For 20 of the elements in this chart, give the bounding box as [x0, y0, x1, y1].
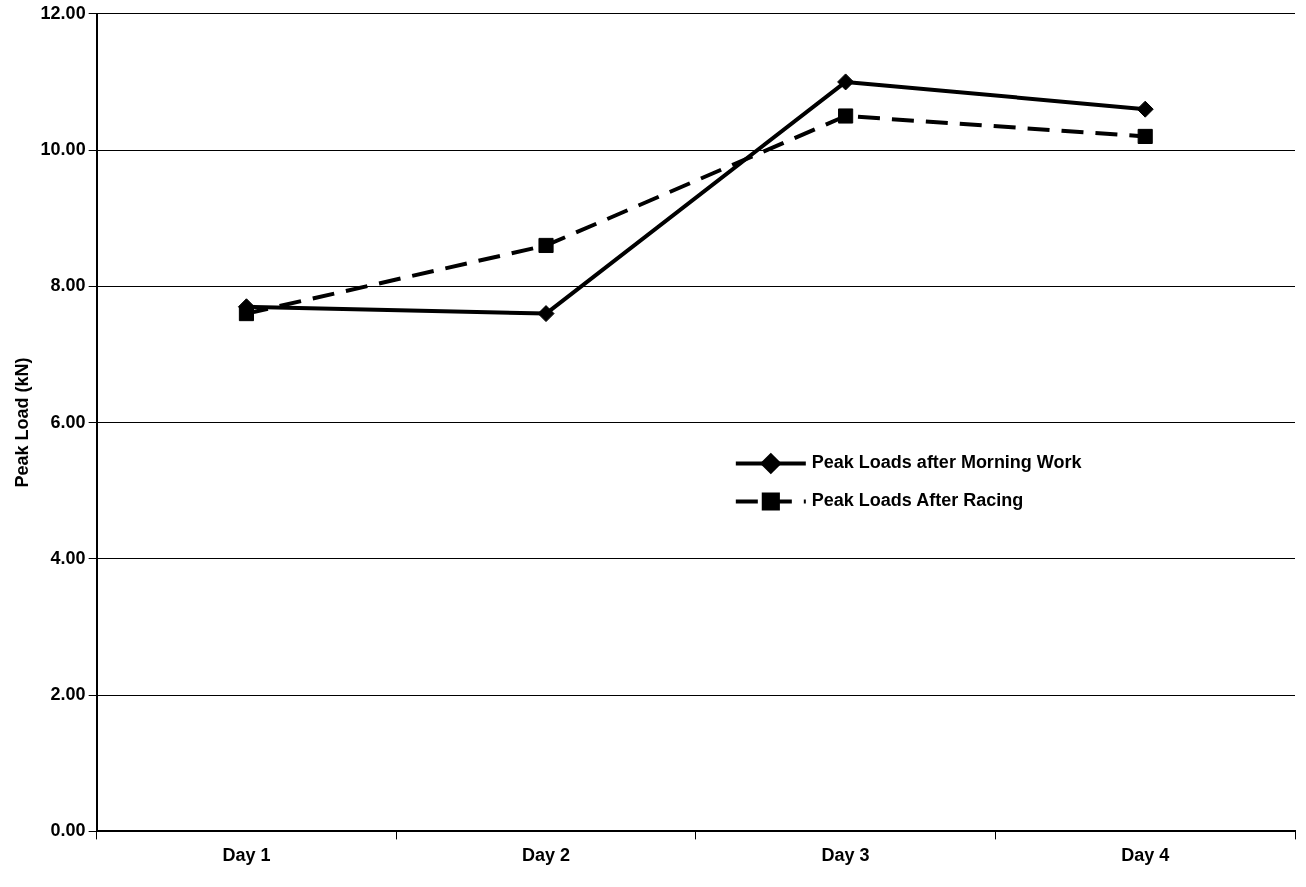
- point: [538, 237, 554, 254]
- legend-label: Peak Loads after Morning Work: [811, 452, 1083, 473]
- y-tick-label: 2.00: [50, 684, 86, 705]
- y-tick-label: 10.00: [40, 139, 86, 160]
- y-tick-label: 0.00: [50, 820, 86, 841]
- x-tick-label: Day 3: [821, 845, 870, 866]
- y-axis-title: Peak Load (kN): [11, 357, 32, 488]
- y-tick-label: 4.00: [50, 547, 86, 568]
- point: [1137, 128, 1153, 145]
- x-tick-label: Day 2: [522, 845, 571, 866]
- point: [537, 305, 555, 323]
- point: [837, 73, 855, 91]
- x-tick-label: Day 4: [1121, 845, 1170, 866]
- point: [1136, 100, 1154, 118]
- point: [838, 108, 854, 124]
- legend-label: Peak Loads After Racing: [811, 490, 1024, 511]
- y-tick-label: 6.00: [50, 411, 86, 432]
- y-tick-label: 8.00: [50, 275, 86, 296]
- x-tick-label: Day 1: [222, 845, 271, 866]
- y-tick-label: 12.00: [40, 2, 86, 23]
